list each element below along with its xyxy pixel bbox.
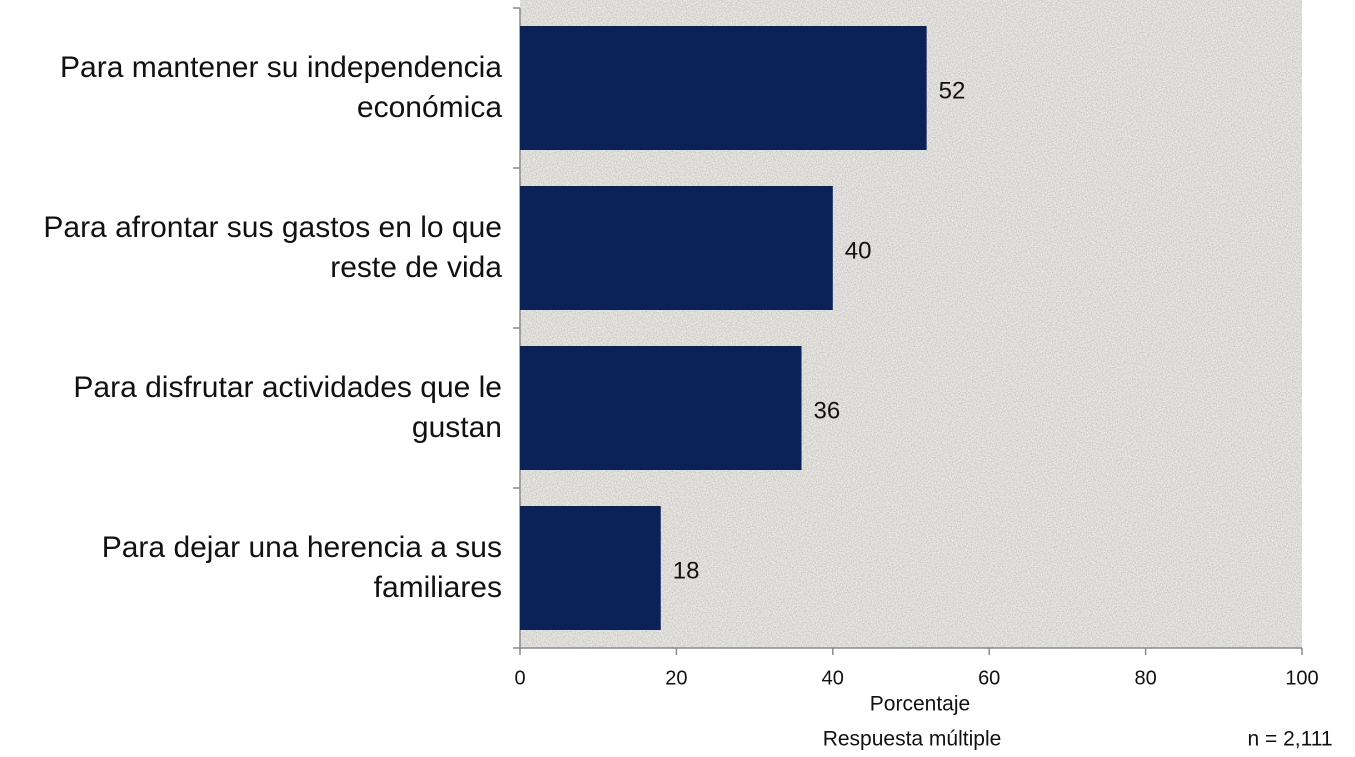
sample-size: n = 2,111 xyxy=(1247,728,1332,751)
category-label: Para disfrutar actividades que le gustan xyxy=(73,371,502,444)
bar xyxy=(520,506,661,630)
category-label: Para afrontar sus gastos en lo que reste… xyxy=(43,211,502,284)
x-tick-label: 0 xyxy=(514,667,525,689)
x-tick-label: 40 xyxy=(822,667,844,689)
bar xyxy=(520,346,802,470)
bar xyxy=(520,26,927,150)
value-label: 36 xyxy=(814,397,841,424)
x-tick-label: 20 xyxy=(665,667,687,689)
category-label: Para dejar una herencia a sus familiares xyxy=(101,531,502,604)
x-axis-label: Porcentaje xyxy=(870,693,970,716)
value-label: 40 xyxy=(845,237,872,264)
x-tick-label: 60 xyxy=(978,667,1000,689)
category-label: Para mantener su independencia económica xyxy=(60,51,502,124)
value-label: 18 xyxy=(673,557,700,584)
note: Respuesta múltiple xyxy=(823,728,1002,751)
bar xyxy=(520,186,833,310)
value-label: 52 xyxy=(939,77,966,104)
x-tick-label: 80 xyxy=(1134,667,1156,689)
x-tick-label: 100 xyxy=(1285,667,1318,689)
